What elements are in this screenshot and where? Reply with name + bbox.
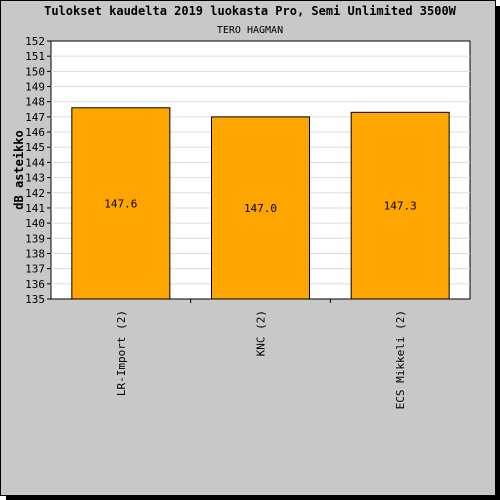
bar [71,107,171,300]
y-tick-label: 142 [25,187,45,200]
y-tick-label: 145 [25,141,45,154]
x-tick-label: LR-Import (2) [115,310,128,396]
y-tick-label: 138 [25,247,45,260]
x-tick-label: KNC (2) [255,310,268,356]
bar-value-label: 147.0 [244,202,277,215]
y-tick-label: 146 [25,126,45,139]
y-tick-label: 151 [25,50,45,63]
y-tick-label: 141 [25,202,45,215]
bar [350,111,450,300]
y-tick-label: 149 [25,81,45,94]
y-tick-label: 147 [25,111,45,124]
y-tick-label: 148 [25,96,45,109]
y-axis-label: dB asteikko [12,130,26,209]
bar [211,116,310,300]
bars: 147.6 147.0 147.3 [71,107,450,300]
bar-value-label: 147.6 [104,197,137,210]
y-axis-ticks: 135 136 137 138 139 140 141 142 143 144 145 146 147 1… [25,35,51,306]
chart-title: Tulokset kaudelta 2019 luokasta Pro, Sem… [44,4,457,18]
bar-value-label: 147.3 [384,200,417,213]
y-tick-label: 144 [25,156,45,169]
frame-shadow-bottom [6,495,500,500]
x-axis-ticks: LR-Import (2) KNC (2) ECS Mikkeli (2) [115,299,407,409]
y-tick-label: 139 [25,232,45,245]
x-tick-label: ECS Mikkeli (2) [394,310,407,409]
y-tick-label: 152 [25,35,45,48]
y-tick-label: 135 [25,293,45,306]
frame-shadow-right [495,6,500,500]
y-tick-label: 137 [25,263,45,276]
chart-subtitle: TERO HAGMAN [217,25,283,36]
y-tick-label: 136 [25,278,45,291]
y-tick-label: 140 [25,217,45,230]
y-tick-label: 143 [25,172,45,185]
y-tick-label: 150 [25,65,45,78]
